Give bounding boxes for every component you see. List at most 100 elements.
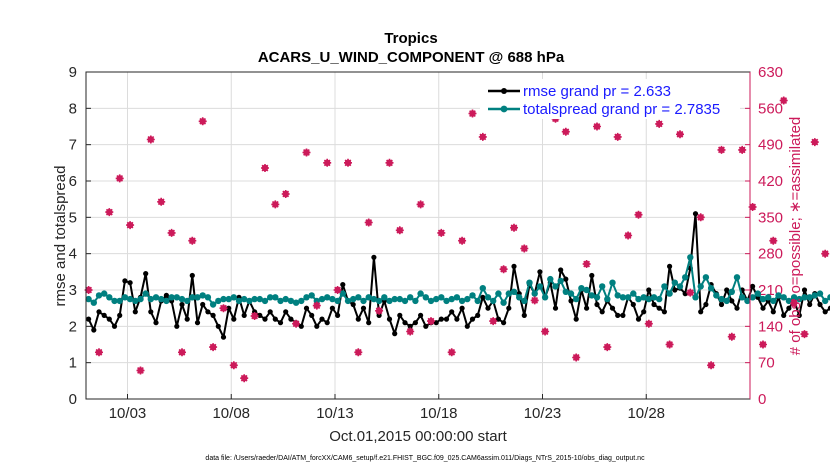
rmse-point	[392, 331, 398, 337]
obs-assimilated-marker	[312, 301, 321, 310]
obs-assimilated-marker	[458, 236, 467, 245]
rmse-point	[511, 263, 517, 269]
obs-assimilated-marker	[209, 343, 218, 352]
rmse-point	[179, 301, 185, 308]
rmse-point	[407, 323, 413, 329]
spread-point	[682, 274, 689, 281]
spread-point	[759, 295, 767, 303]
spread-point	[209, 301, 217, 308]
obs-assimilated-marker	[105, 208, 114, 217]
spread-point	[521, 297, 528, 305]
spread-point	[640, 294, 647, 301]
rmse-point	[324, 320, 330, 326]
rmse-point	[309, 312, 315, 318]
spread-point	[448, 295, 455, 303]
spread-point	[609, 279, 616, 286]
rmse-point	[786, 305, 792, 311]
obs-assimilated-marker	[489, 317, 498, 326]
obs-assimilated-marker	[302, 148, 311, 157]
spread-point	[194, 294, 201, 301]
rmse-point	[267, 309, 273, 315]
y-right-tick-label: 70	[758, 355, 775, 372]
rmse-point	[132, 309, 138, 315]
spread-point	[453, 294, 461, 301]
rmse-point	[262, 316, 268, 322]
y-left-tick-label: 6	[69, 173, 77, 190]
rmse-point	[319, 316, 325, 322]
obs-assimilated-marker	[167, 228, 176, 237]
rmse-point	[552, 305, 559, 311]
spread-point	[505, 290, 512, 297]
rmse-point	[454, 316, 460, 322]
obs-assimilated-marker	[530, 296, 539, 305]
obs-assimilated-marker	[250, 312, 259, 320]
obs-assimilated-marker	[354, 348, 363, 357]
rmse-point	[371, 254, 377, 260]
spread-point	[573, 295, 580, 303]
obs-assimilated-marker	[676, 130, 684, 139]
legend: rmse grand pr = 2.633 totalspread grand …	[480, 79, 740, 119]
spread-point	[391, 295, 398, 303]
spread-point	[744, 297, 751, 305]
spread-point	[132, 297, 139, 305]
spread-point	[604, 295, 611, 303]
obs-assimilated-marker	[603, 343, 612, 352]
spread-point	[697, 283, 704, 290]
spread-point	[401, 297, 409, 305]
spread-point	[147, 295, 154, 303]
obs-assimilated-marker	[593, 122, 601, 131]
spread-point	[292, 299, 300, 306]
x-tick-label: 10/08	[212, 405, 250, 422]
obs-assimilated-marker	[178, 348, 186, 357]
rmse-point	[651, 301, 657, 308]
spread-point	[526, 279, 533, 286]
spread-point	[474, 297, 481, 305]
chart-title-line-2: ACARS_U_WIND_COMPONENT @ 688 hPa	[258, 49, 565, 66]
spread-point	[458, 297, 466, 305]
rmse-point	[563, 276, 569, 282]
spread-point	[287, 297, 295, 305]
rmse-point	[822, 309, 828, 315]
rmse-point	[734, 305, 740, 311]
rmse-point	[506, 305, 512, 311]
spread-point	[567, 290, 575, 297]
y-right-tick-label: 490	[758, 137, 783, 154]
y-right-tick-label: 420	[758, 173, 783, 190]
spread-point	[189, 294, 196, 301]
grid-lines	[86, 72, 750, 399]
rmse-point	[174, 323, 180, 329]
rmse-point	[682, 291, 688, 297]
spread-point	[126, 295, 134, 303]
spread-point	[225, 295, 232, 303]
obs-assimilated-marker	[572, 353, 581, 362]
rmse-point	[750, 283, 756, 289]
spread-point	[396, 295, 403, 303]
spread-point	[298, 297, 305, 305]
spread-point	[464, 295, 471, 303]
spread-point	[552, 283, 559, 290]
spread-point	[541, 294, 549, 301]
spread-point	[375, 297, 383, 305]
obs-assimilated-marker	[665, 340, 674, 349]
y-left-tick-label: 7	[69, 137, 77, 154]
obs-assimilated-marker	[198, 117, 207, 126]
obs-assimilated-marker	[655, 119, 664, 128]
obs-assimilated-marker	[624, 231, 633, 240]
spread-point	[728, 288, 735, 295]
obs-assimilated-marker	[748, 203, 757, 211]
rmse-point	[226, 305, 232, 311]
spread-point	[702, 274, 710, 281]
obs-assimilated-marker	[561, 127, 570, 136]
y-right-tick-label: 140	[758, 318, 783, 335]
obs-assimilated-marker	[395, 226, 404, 235]
spread-point	[256, 295, 263, 303]
rmse-point	[298, 323, 304, 329]
spread-point	[90, 299, 98, 306]
spread-point	[624, 294, 632, 301]
rmse-point	[127, 280, 133, 286]
rmse-point	[438, 316, 444, 322]
spread-point	[500, 299, 507, 306]
rmse-point	[335, 312, 341, 318]
y-left-tick-label: 0	[69, 391, 77, 408]
